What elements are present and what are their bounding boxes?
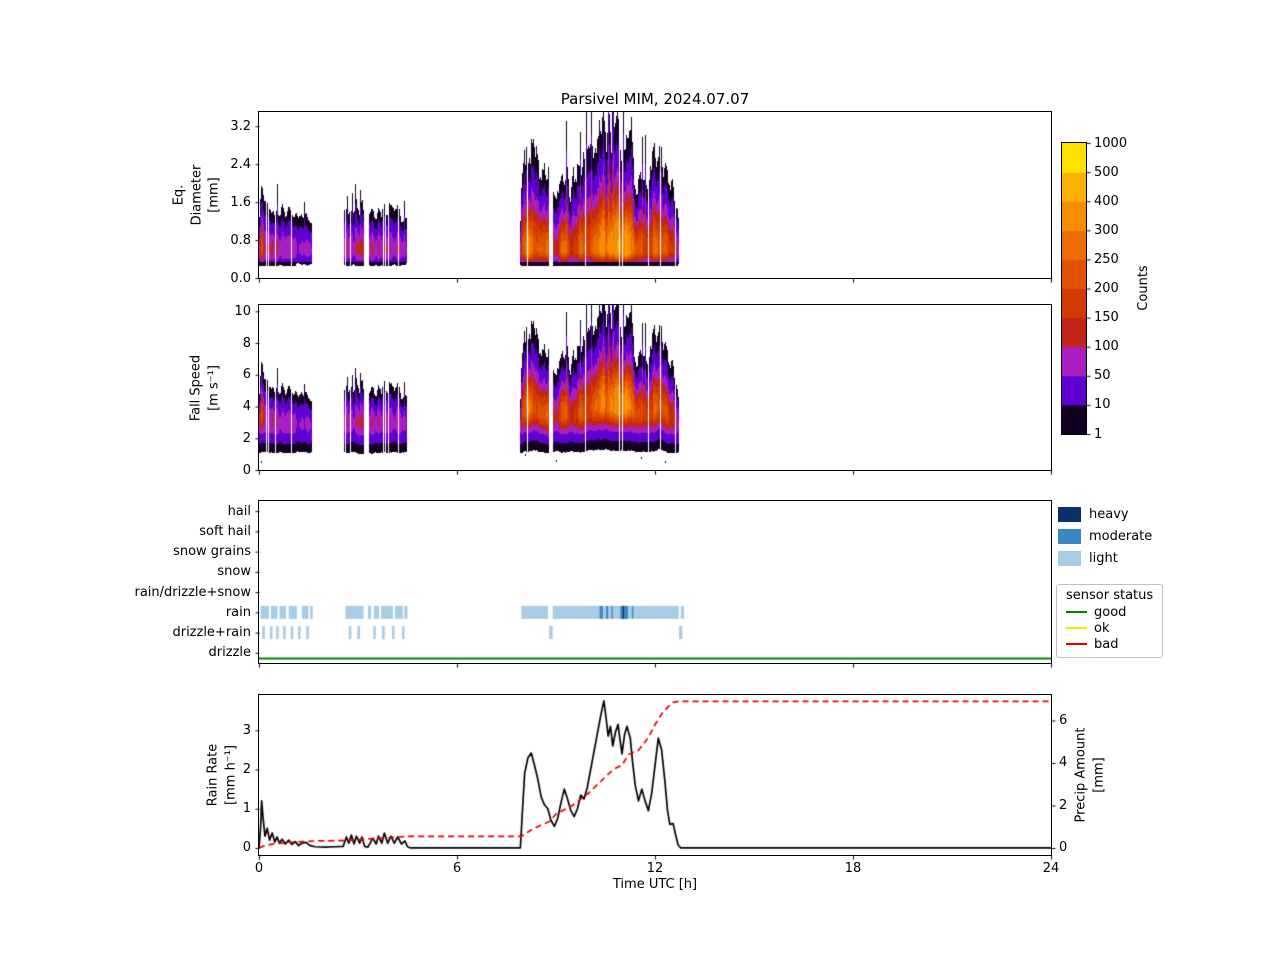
y-tick-label: 2 bbox=[242, 762, 251, 777]
colorbar-tick-label: 10 bbox=[1094, 397, 1111, 413]
y-tick-label: 0.8 bbox=[230, 232, 251, 248]
category-label: rain bbox=[225, 604, 251, 620]
eq-diameter-heatmap-canvas bbox=[259, 112, 1051, 278]
colorbar-tick-label: 200 bbox=[1094, 281, 1119, 296]
y-tick-label: 6 bbox=[1059, 712, 1068, 728]
y-tick-label: 3 bbox=[242, 722, 251, 738]
category-label: rain/drizzle+snow bbox=[134, 584, 252, 600]
y-tick-label: 8 bbox=[242, 335, 251, 351]
y-tick-label: 0 bbox=[242, 462, 251, 478]
panel-precip-type bbox=[258, 500, 1052, 664]
x-tick-label: 18 bbox=[844, 860, 862, 876]
panel-rain-rate bbox=[258, 694, 1052, 856]
legend-sensor-status: sensor status good ok bad bbox=[1056, 584, 1164, 658]
rain-rate-canvas bbox=[259, 695, 1051, 855]
category-label: drizzle+rain bbox=[172, 625, 251, 641]
legend-item-bad: bad bbox=[1066, 636, 1153, 652]
colorbar-tick-label: 1 bbox=[1094, 426, 1103, 442]
legend-line-swatch-icon bbox=[1066, 643, 1087, 645]
y-tick-label: 3.2 bbox=[230, 118, 251, 134]
legend-line-swatch-icon bbox=[1066, 627, 1087, 629]
panel-fall-speed bbox=[258, 304, 1052, 471]
legend-line-swatch-icon bbox=[1066, 611, 1087, 613]
chart-title: Parsivel MIM, 2024.07.07 bbox=[560, 90, 750, 108]
y-tick-label: 2 bbox=[1059, 797, 1068, 813]
y-tick-label: 1.6 bbox=[230, 194, 251, 210]
legend-item-ok: ok bbox=[1066, 620, 1153, 636]
legend-swatch-icon bbox=[1058, 506, 1081, 522]
y-tick-label: 10 bbox=[234, 303, 251, 319]
y-tick-label: 6 bbox=[242, 367, 251, 383]
category-label: snow grains bbox=[173, 544, 251, 560]
legend-item-good: good bbox=[1066, 604, 1153, 620]
x-tick-label: 12 bbox=[646, 860, 664, 876]
y-tick-label: 0 bbox=[1059, 840, 1068, 856]
legend-sensor-status-title: sensor status bbox=[1066, 588, 1154, 603]
category-label: drizzle bbox=[208, 645, 251, 661]
category-label: snow bbox=[217, 564, 251, 580]
colorbar-tick-label: 1000 bbox=[1094, 135, 1128, 151]
y-tick-label: 4 bbox=[242, 399, 251, 415]
panel-eq-diameter bbox=[258, 111, 1052, 279]
legend-item-label: moderate bbox=[1089, 528, 1153, 544]
fall-speed-heatmap-canvas bbox=[259, 305, 1051, 470]
colorbar-tick-label: 250 bbox=[1094, 251, 1119, 267]
legend-item-label: light bbox=[1089, 550, 1118, 566]
colorbar bbox=[1061, 142, 1087, 435]
xaxis-label: Time UTC [h] bbox=[612, 877, 698, 892]
legend-item-label: heavy bbox=[1089, 506, 1129, 522]
colorbar-tick-label: 100 bbox=[1094, 339, 1119, 355]
category-label: hail bbox=[227, 503, 251, 519]
y-tick-label: 1 bbox=[242, 801, 251, 817]
y-tick-label: 4 bbox=[1059, 755, 1068, 771]
colorbar-tick-label: 300 bbox=[1094, 222, 1119, 238]
colorbar-tick-label: 50 bbox=[1094, 368, 1111, 384]
colorbar-canvas bbox=[1062, 143, 1086, 434]
y-tick-label: 2.4 bbox=[230, 156, 251, 172]
legend-item-label: good bbox=[1094, 604, 1127, 620]
y-tick-label: 0.0 bbox=[230, 270, 251, 286]
y-tick-label: 0 bbox=[242, 840, 251, 856]
legend-item-moderate: moderate bbox=[1058, 525, 1152, 547]
legend-item-label: ok bbox=[1094, 620, 1110, 636]
colorbar-tick-label: 150 bbox=[1094, 310, 1119, 326]
legend-item-label: bad bbox=[1094, 636, 1119, 652]
legend-precip-intensity: heavy moderate light bbox=[1058, 503, 1152, 569]
y-tick-label: 2 bbox=[242, 430, 251, 446]
legend-swatch-icon bbox=[1058, 528, 1081, 544]
colorbar-tick-label: 400 bbox=[1094, 193, 1119, 209]
legend-item-light: light bbox=[1058, 547, 1152, 569]
legend-swatch-icon bbox=[1058, 550, 1081, 566]
x-tick-label: 6 bbox=[452, 860, 462, 876]
category-label: soft hail bbox=[199, 523, 251, 539]
colorbar-tick-label: 500 bbox=[1094, 164, 1119, 180]
precip-type-canvas bbox=[259, 501, 1051, 663]
x-tick-label: 24 bbox=[1042, 860, 1060, 876]
legend-item-heavy: heavy bbox=[1058, 503, 1152, 525]
x-tick-label: 0 bbox=[254, 860, 264, 876]
